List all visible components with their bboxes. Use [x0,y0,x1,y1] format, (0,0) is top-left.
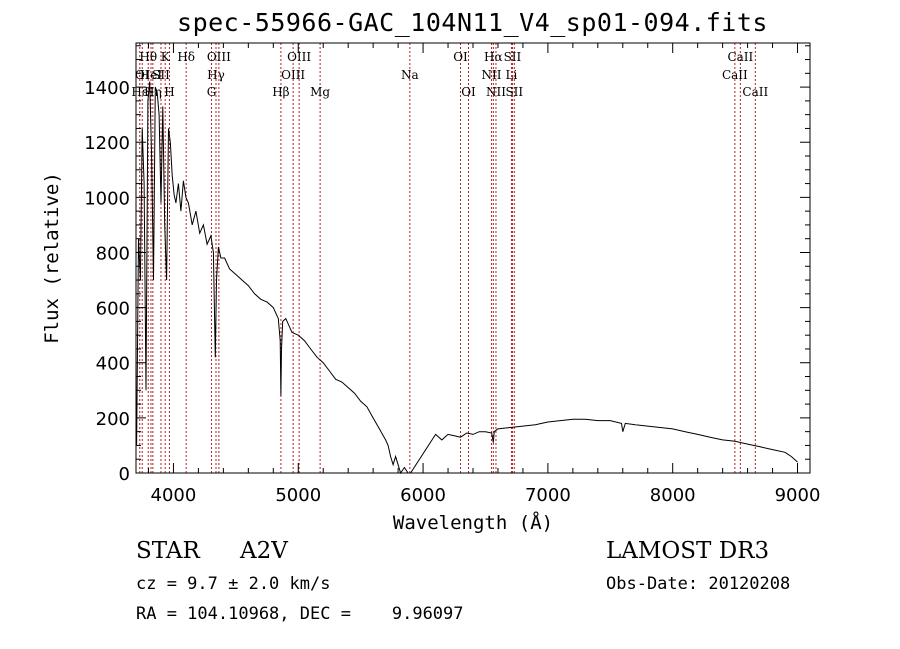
x-tick-label: 9000 [775,485,821,506]
line-label: OI [461,85,476,99]
line-label: SII [505,85,523,99]
line-label: CaII [722,68,748,82]
line-label: NII [486,85,506,99]
line-label: OIII [281,68,305,82]
line-label: Hθ [139,50,157,64]
x-tick-label: 5000 [275,485,321,506]
line-markers [139,43,756,473]
observation-date: Obs-Date: 20120208 [606,574,791,594]
y-tick-label: 800 [96,243,130,264]
object-subclass: A2V [240,538,288,564]
line-label: K [161,50,171,64]
y-tick-label: 0 [119,464,130,485]
line-label: Mg [310,85,330,99]
flux-series-line [136,81,798,475]
line-label: CaII [727,50,753,64]
survey-name: LAMOST DR3 [606,538,770,564]
x-axis-label: Wavelength (Å) [393,511,553,534]
x-tick-label: 7000 [525,485,571,506]
line-label: Hε [131,85,148,99]
y-axis-label: Flux (relative) [41,172,63,344]
y-tick-label: 1400 [84,78,130,99]
line-label: H [164,85,174,99]
redshift-cz: cz = 9.7 ± 2.0 km/s [136,574,331,594]
line-label: SII [504,50,522,64]
line-label: G [207,85,217,99]
line-label: OI [453,50,468,64]
line-labels: Hθ OI Hε HeI Hη K SII H Hδ OIII Hγ G Hβ OIII OIII Mg Na O… [131,50,768,99]
x-tick-label: 4000 [151,485,197,506]
line-label: Li [506,68,518,82]
line-label: Hβ [272,85,289,99]
line-label: OI [135,68,150,82]
y-tick-label: 400 [96,354,130,375]
line-label: SII [152,68,170,82]
object-class: STAR [136,538,200,564]
y-tick-label: 200 [96,409,130,430]
x-tick-label: 6000 [400,485,446,506]
line-label: CaII [742,85,768,99]
x-tick-label: 8000 [650,485,696,506]
axis-ticks: 4000 5000 6000 7000 8000 9000 0 200 400 600 800 100… [84,43,820,506]
y-tick-label: 600 [96,299,130,320]
y-tick-label: 1000 [84,188,130,209]
line-label: NII [481,68,501,82]
chart-title: spec-55966-GAC_104N11_V4_sp01-094.fits [177,8,768,37]
ra-dec: RA = 104.10968, DEC = 9.96097 [136,604,464,624]
line-label: OIII [287,50,311,64]
line-label: Hα [484,50,503,64]
line-label: OIII [207,50,231,64]
plot-frame [135,42,811,474]
line-label: HeI [140,68,163,82]
line-label: Hη [144,85,162,99]
line-label: Hγ [207,68,225,82]
y-tick-label: 1200 [84,133,130,154]
line-label: Na [401,68,419,82]
line-label: Hδ [177,50,195,64]
